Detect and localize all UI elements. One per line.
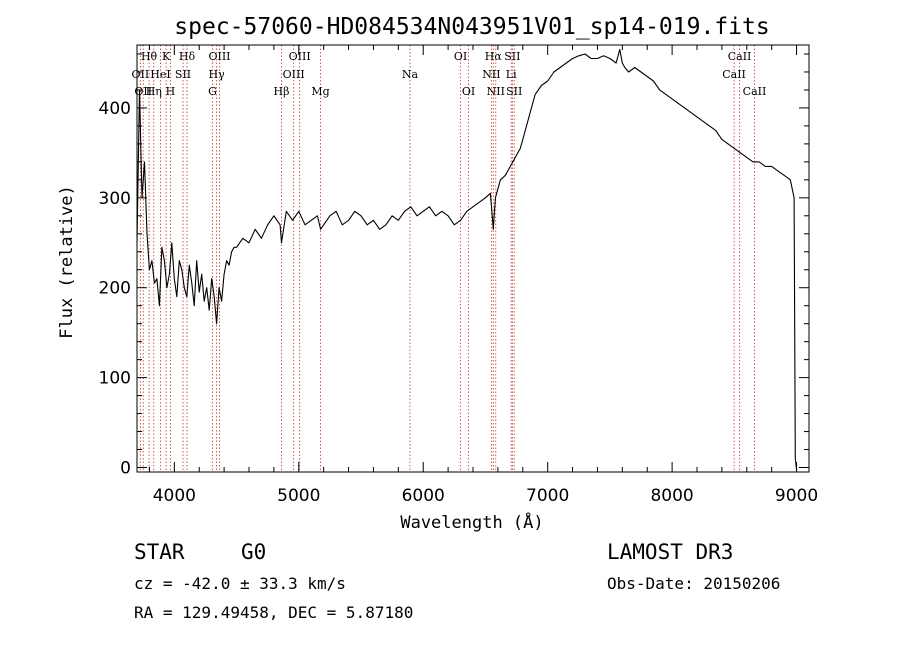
x-axis-label: Wavelength (Å) (400, 511, 543, 533)
emission-line-label: OIII (289, 50, 311, 63)
emission-line-label: OI (454, 50, 467, 63)
y-tick-label: 100 (99, 369, 131, 389)
observation-date: Obs-Date: 20150206 (607, 574, 781, 593)
emission-line-label: Li (506, 68, 517, 81)
emission-line-label: Mg (311, 85, 329, 98)
plot-frame (136, 44, 810, 473)
y-axis-label: Flux (relative) (57, 185, 77, 339)
emission-line-label: Hα (485, 50, 503, 63)
emission-line-label: Hη (146, 85, 162, 98)
emission-line-label: OIII (208, 50, 230, 63)
x-tick-label: 4000 (153, 486, 196, 506)
emission-line-label: SII (504, 50, 520, 63)
emission-line-label: SII (175, 68, 191, 81)
emission-line-label: CaII (722, 68, 746, 81)
emission-line-label: NII (482, 68, 500, 81)
y-tick-label: 300 (99, 189, 131, 209)
spectral-subclass: G0 (241, 540, 267, 564)
emission-line-labels: OII OII Hθ Hη HeI K H SII Hδ G Hγ OIII Hβ OIII OIII Mg N… (132, 50, 767, 98)
x-tick-label: 8000 (650, 486, 693, 506)
emission-line-label: OII (132, 68, 150, 81)
emission-line-label: CaII (743, 85, 767, 98)
spectrum-line (136, 48, 798, 471)
emission-line-label: Hδ (179, 50, 196, 63)
survey-name: LAMOST DR3 (607, 540, 734, 564)
emission-line-label: Hγ (209, 68, 226, 81)
x-tick-label: 7000 (526, 486, 569, 506)
y-tick-label: 200 (99, 279, 131, 299)
y-tick-label: 0 (120, 459, 131, 479)
emission-line-label: OIII (283, 68, 305, 81)
emission-line-label: G (208, 85, 217, 98)
x-tick-label: 9000 (775, 486, 818, 506)
redshift-readout: cz = -42.0 ± 33.3 km/s (134, 574, 346, 593)
spectrum-series (136, 48, 798, 471)
x-tick-label: 6000 (402, 486, 445, 506)
y-axis-ticks: 0 100 200 300 400 (99, 53, 809, 479)
emission-line-label: OII (134, 85, 152, 98)
x-axis-ticks: 4000 5000 6000 7000 8000 9000 (148, 45, 818, 506)
coordinates-readout: RA = 129.49458, DEC = 5.87180 (134, 603, 414, 622)
chart-title: spec-57060-HD084534N043951V01_sp14-019.f… (174, 14, 769, 40)
object-class: STAR (134, 540, 185, 564)
emission-line-label: Hβ (274, 85, 290, 98)
x-tick-label: 5000 (277, 486, 320, 506)
emission-line-label: SII (506, 85, 522, 98)
emission-line-label: Na (402, 68, 419, 81)
emission-line-label: CaII (728, 50, 752, 63)
y-tick-label: 400 (99, 99, 131, 119)
emission-line-label: K (162, 50, 171, 63)
emission-line-label: Hθ (141, 50, 158, 63)
emission-line-markers (139, 45, 755, 472)
emission-line-label: OI (462, 85, 475, 98)
emission-line-label: HeI (150, 68, 170, 81)
emission-line-label: H (166, 85, 176, 98)
emission-line-label: NII (487, 85, 505, 98)
